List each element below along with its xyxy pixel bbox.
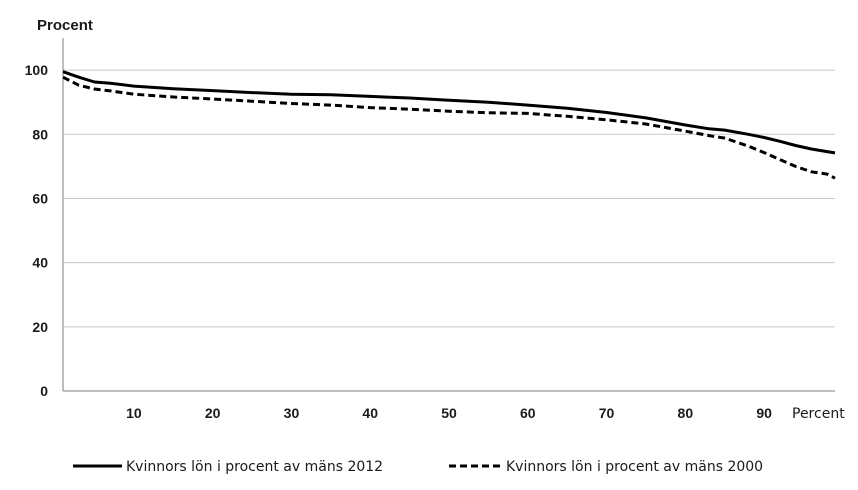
grid-lines <box>63 69 835 328</box>
legend-label-2012: Kvinnors lön i procent av mäns 2012 <box>126 459 383 475</box>
x-tick-label: 50 <box>441 405 457 421</box>
y-tick-label: 100 <box>25 62 49 78</box>
y-tick-label: 20 <box>32 319 48 335</box>
x-tick-label: 60 <box>520 405 536 421</box>
y-tick-label: 0 <box>40 383 48 399</box>
x-axis-label: Percent <box>792 406 845 422</box>
x-tick-label: 30 <box>284 405 300 421</box>
x-tick-label: 40 <box>362 405 378 421</box>
x-tick-label: 90 <box>756 405 772 421</box>
series-line-2000 <box>62 75 836 180</box>
x-tick-label: 20 <box>205 405 221 421</box>
y-axis-label: Procent <box>37 17 93 34</box>
y-tick-label: 80 <box>32 126 48 142</box>
legend: Kvinnors lön i procent av mäns 2012 Kvin… <box>73 459 763 475</box>
y-tick-label: 40 <box>32 255 48 271</box>
series-lines <box>62 70 836 180</box>
y-tick-label: 60 <box>32 190 48 206</box>
x-tick-label: 10 <box>126 405 142 421</box>
y-tick-labels: 0 20 40 60 80 100 <box>25 62 49 399</box>
series-line-2012 <box>62 70 836 155</box>
x-tick-label: 80 <box>678 405 694 421</box>
x-tick-labels: 10 20 30 40 50 60 70 80 90 <box>126 405 772 421</box>
legend-label-2000: Kvinnors lön i procent av mäns 2000 <box>506 459 763 475</box>
x-tick-label: 70 <box>599 405 615 421</box>
